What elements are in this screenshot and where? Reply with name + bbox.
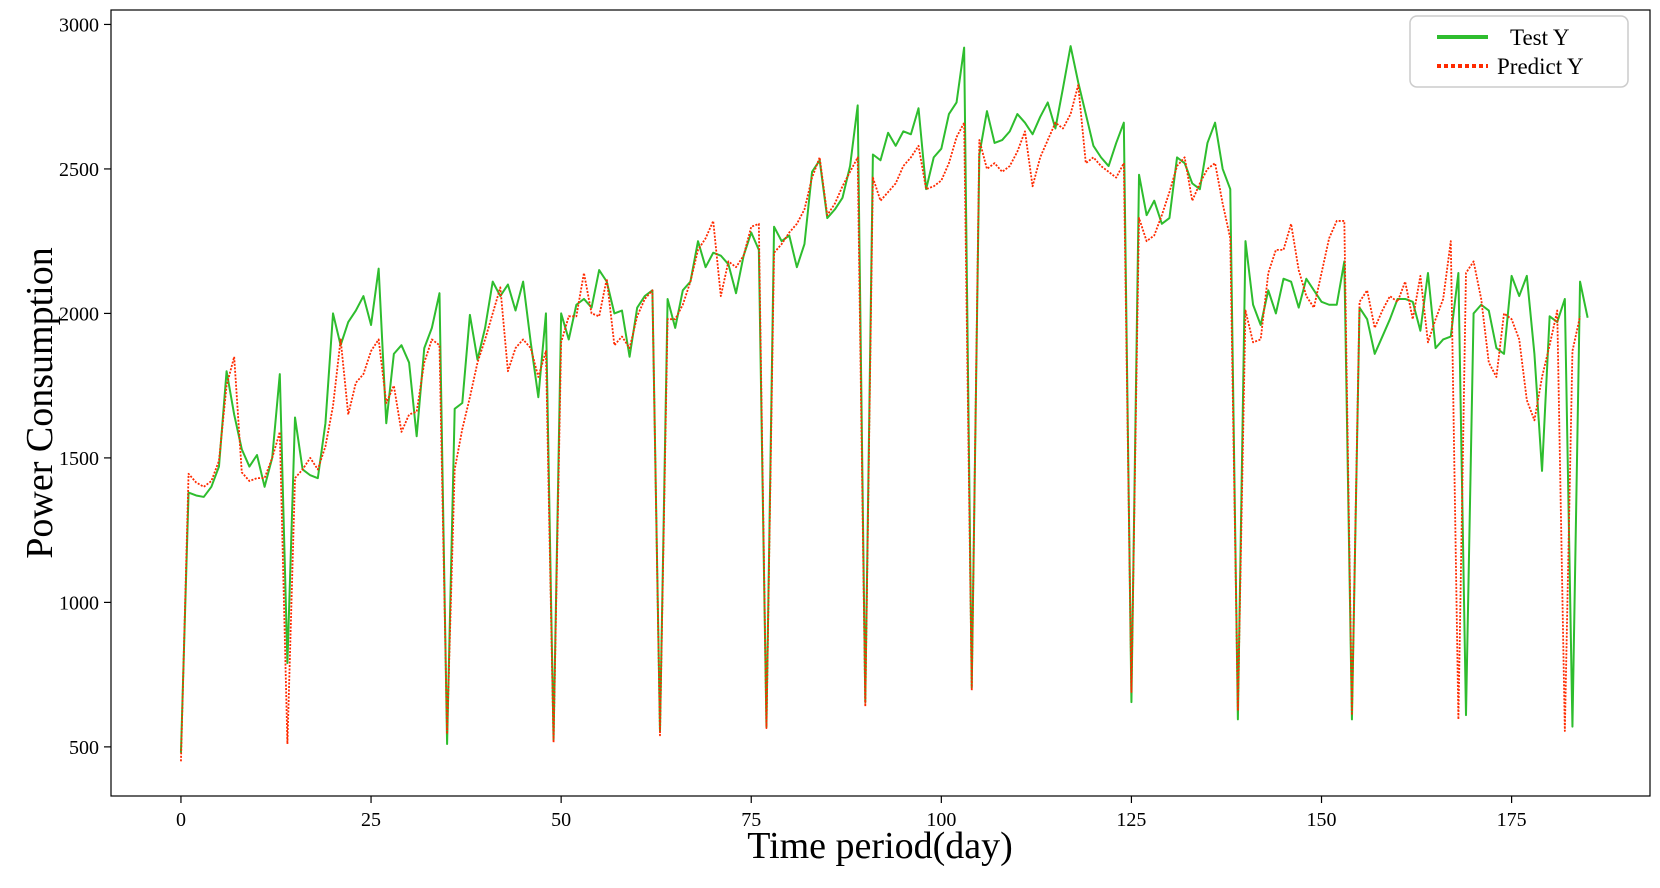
y-tick-label: 1500 (59, 448, 99, 470)
y-tick-label: 3000 (59, 14, 99, 36)
x-axis: 0 25 50 75 100 125 150 175 (176, 796, 1527, 831)
x-tick-label: 100 (926, 809, 956, 831)
plot-area (110, 9, 1651, 797)
series-line-predict-y (180, 84, 1581, 762)
series-layer (179, 45, 1589, 762)
x-tick-label: 125 (1116, 809, 1146, 831)
y-axis: 500 1000 1500 2000 2500 3000 (59, 14, 111, 759)
x-tick-label: 25 (361, 809, 381, 831)
legend-label-test-y: Test Y (1510, 25, 1570, 50)
y-tick-label: 2500 (59, 159, 99, 181)
y-tick-label: 2000 (59, 303, 99, 325)
x-axis-label: Time period(day) (747, 825, 1013, 867)
legend: Test Y Predict Y (1409, 15, 1629, 88)
x-tick-label: 0 (176, 809, 186, 831)
x-tick-label: 150 (1307, 809, 1337, 831)
x-tick-label: 50 (551, 809, 571, 831)
legend-box (1409, 15, 1629, 88)
x-tick-label: 175 (1497, 809, 1527, 831)
legend-label-predict-y: Predict Y (1497, 54, 1584, 79)
y-tick-label: 500 (69, 737, 99, 759)
x-tick-label: 75 (741, 809, 761, 831)
y-axis-label: Power Consumption (19, 247, 61, 558)
y-tick-label: 1000 (59, 592, 99, 614)
